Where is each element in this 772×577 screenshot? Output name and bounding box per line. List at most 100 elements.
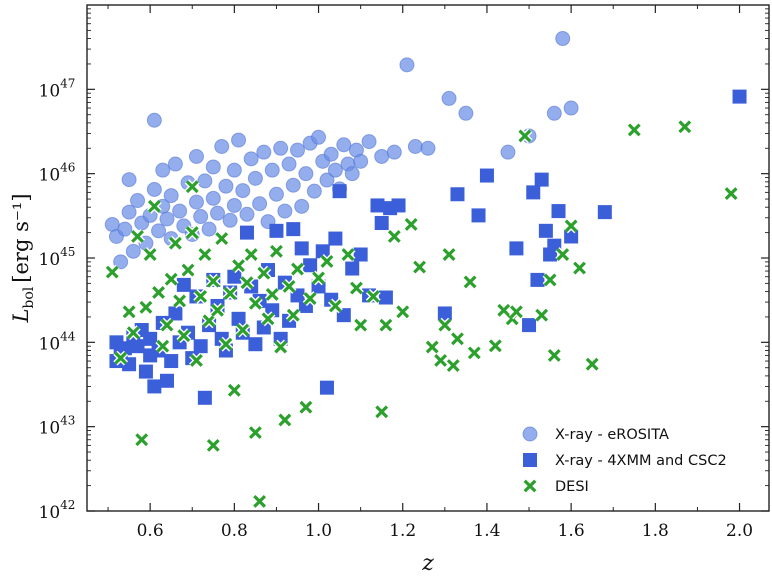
- data-point-square: [450, 187, 465, 202]
- data-point-x: [114, 351, 128, 365]
- x-tick-label: 1.6: [558, 521, 585, 541]
- data-point-circle: [273, 140, 289, 156]
- data-point-x: [177, 329, 191, 343]
- data-point-x: [215, 232, 229, 245]
- data-point-square: [530, 272, 545, 287]
- data-point-x: [350, 281, 363, 295]
- y-tick-label: 1046: [39, 161, 76, 186]
- data-point-circle: [226, 162, 242, 178]
- data-point-x: [202, 314, 216, 328]
- data-point-x: [160, 318, 174, 332]
- data-point-circle: [386, 144, 402, 160]
- data-point-x: [185, 226, 199, 240]
- x-tick-label: 1.4: [473, 521, 500, 541]
- data-point-x: [206, 438, 220, 452]
- svg-text:Lbol[erg s⁻¹]: Lbol [erg s⁻¹]: [9, 193, 37, 323]
- y-axis-label-subscript: bol: [21, 286, 37, 308]
- data-point-square: [147, 379, 162, 394]
- data-point-x: [244, 248, 258, 261]
- data-point-x: [265, 287, 279, 301]
- data-point-x: [547, 348, 561, 362]
- data-point-circle: [285, 177, 301, 193]
- data-point-x: [131, 230, 144, 243]
- data-point-x: [387, 230, 401, 243]
- data-point-x: [375, 405, 389, 419]
- data-point-x: [724, 187, 738, 201]
- data-point-circle: [243, 151, 259, 167]
- data-point-x: [286, 308, 300, 322]
- data-point-square: [239, 225, 254, 240]
- data-point-x: [223, 287, 237, 300]
- data-point-square: [336, 308, 351, 323]
- data-point-x: [396, 305, 410, 319]
- data-point-circle: [323, 146, 339, 162]
- data-point-x: [253, 494, 267, 508]
- data-point-circle: [407, 138, 423, 154]
- data-point-x: [328, 299, 342, 313]
- data-point-x: [404, 218, 418, 231]
- data-point-circle: [117, 221, 133, 237]
- data-point-circle: [399, 57, 415, 73]
- data-point-square: [509, 241, 524, 256]
- data-point-circle: [125, 243, 141, 259]
- legend: X-ray - eROSITA X-ray - 4XMM and CSC2 DESI: [522, 426, 727, 495]
- series-square: [109, 89, 747, 405]
- data-point-square: [130, 339, 145, 354]
- legend-item: DESI: [522, 478, 589, 495]
- data-point-x: [227, 383, 241, 397]
- data-point-circle: [197, 173, 213, 189]
- data-point-x: [366, 290, 380, 303]
- data-point-circle: [327, 162, 343, 178]
- data-point-square: [193, 339, 208, 354]
- data-point-x: [248, 426, 262, 440]
- data-point-x: [585, 357, 599, 371]
- data-point-circle: [218, 178, 234, 194]
- data-point-x: [434, 354, 448, 367]
- legend-label: X-ray - 4XMM and CSC2: [555, 453, 727, 469]
- data-point-x: [190, 354, 203, 367]
- data-point-x: [122, 305, 136, 319]
- data-point-circle: [130, 193, 146, 209]
- data-point-x: [413, 260, 427, 274]
- data-point-x: [442, 248, 456, 261]
- data-point-x: [278, 413, 292, 427]
- data-point-x: [627, 123, 641, 137]
- data-point-x: [194, 290, 208, 303]
- data-point-square: [117, 341, 132, 356]
- data-point-square: [159, 373, 174, 388]
- series-circle: [104, 31, 579, 270]
- data-point-square: [374, 216, 389, 231]
- x-tick-label: 1.2: [389, 521, 416, 541]
- data-point-circle: [252, 196, 268, 212]
- data-point-circle: [205, 159, 221, 175]
- y-tick-label: 1043: [39, 414, 76, 439]
- data-point-x: [236, 323, 250, 337]
- data-point-x: [164, 272, 178, 286]
- data-point-circle: [151, 223, 167, 239]
- data-point-circle: [277, 203, 293, 219]
- data-point-square: [437, 306, 452, 321]
- data-point-x: [261, 312, 275, 326]
- data-point-x: [535, 308, 549, 322]
- data-point-square: [269, 223, 284, 238]
- data-point-x: [198, 248, 212, 261]
- data-point-circle: [268, 186, 284, 202]
- data-point-circle: [201, 221, 217, 237]
- data-point-circle: [311, 129, 327, 145]
- data-point-circle: [289, 142, 305, 158]
- data-point-x: [168, 236, 182, 250]
- data-point-square: [315, 244, 330, 259]
- data-point-square: [534, 172, 549, 187]
- data-point-x: [438, 318, 452, 332]
- data-point-square: [168, 306, 183, 321]
- data-point-x: [156, 339, 170, 353]
- data-point-x: [248, 296, 262, 310]
- data-point-square: [143, 331, 158, 346]
- data-point-square: [227, 269, 242, 284]
- data-point-circle: [555, 31, 571, 47]
- data-point-x: [556, 248, 570, 261]
- data-point-circle: [222, 212, 238, 228]
- data-point-circle: [121, 204, 137, 220]
- data-point-circle: [563, 100, 579, 116]
